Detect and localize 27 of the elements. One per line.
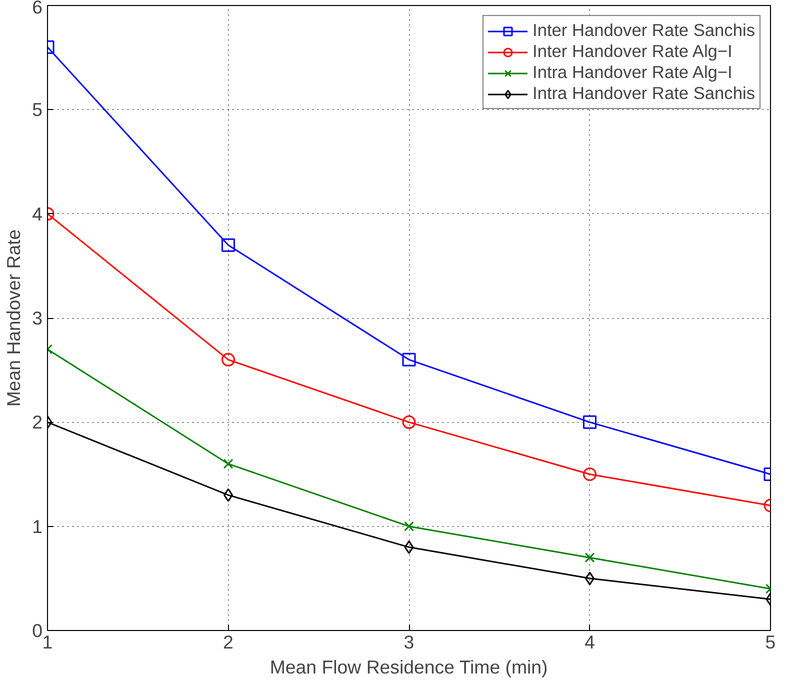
y-tick-label: 5 [32,99,43,120]
legend-label: Intra Handover Rate Sanchis [532,83,755,104]
y-tick-label: 3 [32,308,43,328]
x-tick-label: 2 [223,632,234,652]
y-tick-label: 2 [32,412,43,433]
x-axis-title: Mean Flow Residence Time (min) [270,656,548,678]
y-tick-label: 0 [32,620,43,641]
point [223,458,234,469]
legend-label: Inter Handover Rate Alg−I [532,41,732,62]
legend-label: Intra Handover Rate Alg−I [532,62,732,83]
legend-label: Inter Handover Rate Sanchis [532,20,755,41]
point [583,415,596,429]
x-tick-label: 5 [765,632,776,652]
y-tick-label: 1 [32,516,43,537]
point [404,540,414,554]
point [404,521,414,532]
x-tick-label: 3 [404,632,414,652]
y-tick-label: 6 [32,0,43,18]
point [584,552,595,563]
point [402,352,416,366]
point [222,238,235,252]
x-tick-label: 4 [584,632,595,652]
point [583,468,596,481]
y-tick-label: 4 [32,203,43,224]
point [222,352,235,366]
y-axis-title: Mean Handover Rate [3,229,24,407]
point [402,415,416,429]
